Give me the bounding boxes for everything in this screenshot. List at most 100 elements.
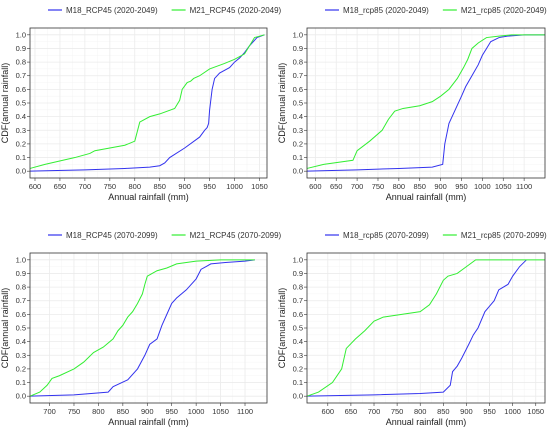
x-tick-label: 800	[92, 407, 105, 416]
y-tick-label: 0.9	[16, 44, 26, 53]
y-tick-label: 0.6	[293, 310, 303, 319]
y-tick-label: 0.2	[16, 139, 26, 148]
x-tick-label: 900	[460, 407, 473, 416]
series-line-m21	[29, 259, 255, 397]
x-tick-label: 800	[414, 407, 427, 416]
x-tick-label: 850	[413, 182, 426, 191]
legend-label: M21_RCP45 (2070-2099)	[190, 231, 282, 240]
y-tick-label: 0.2	[293, 139, 303, 148]
x-tick-label: 1000	[188, 407, 205, 416]
x-tick-label: 900	[141, 407, 154, 416]
major-grid	[30, 253, 267, 403]
legend-item: M18_RCP45 (2070-2099)	[48, 231, 158, 240]
x-tick-label: 800	[393, 182, 406, 191]
chart-panel-2: 600 650 700 750 800 850 900 950 1000 1050 1100 0.0 0…	[277, 6, 547, 202]
y-tick-label: 0.9	[16, 269, 26, 278]
x-tick-label: 1050	[527, 407, 544, 416]
legend: M18_rcp85 (2070-2099) M21_rcp85 (2070-209…	[325, 231, 547, 240]
series-line-m18	[29, 259, 255, 397]
x-tick-label: 750	[104, 182, 117, 191]
legend: M18_RCP45 (2070-2099) M21_RCP45 (2070-209…	[48, 231, 282, 240]
y-tick-label: 0.9	[293, 269, 303, 278]
x-tick-label: 1050	[251, 182, 268, 191]
legend-label: M21_rcp85 (2020-2049)	[461, 6, 547, 15]
y-tick-label: 0.5	[16, 99, 26, 108]
series-line-m21	[306, 259, 545, 397]
series-line-m18	[306, 259, 527, 397]
x-tick-label: 850	[153, 182, 166, 191]
x-tick-label: 1050	[495, 182, 512, 191]
major-grid	[307, 28, 545, 178]
y-axis-title: CDF(annual rainfall)	[0, 63, 10, 144]
x-tick-label: 650	[345, 407, 358, 416]
x-tick-label: 1100	[237, 407, 253, 416]
legend-item: M21_RCP45 (2020-2049)	[171, 6, 282, 15]
legend-item: M21_rcp85 (2020-2049)	[442, 6, 547, 15]
legend: M18_rcp85 (2020-2049) M21_rcp85 (2020-204…	[325, 6, 547, 15]
legend-label: M18_rcp85 (2020-2049)	[343, 6, 429, 15]
y-tick-label: 0.8	[293, 58, 303, 67]
x-tick-label: 900	[178, 182, 191, 191]
legend-item: M18_RCP45 (2020-2049)	[48, 6, 158, 15]
x-tick-label: 750	[391, 407, 404, 416]
x-tick-label: 1050	[212, 407, 229, 416]
chart-panel-1: 600 650 700 750 800 850 900 950 1000 1050 0.0 0.1 0.…	[0, 6, 282, 202]
legend-label: M21_rcp85 (2070-2099)	[461, 231, 547, 240]
y-tick-label: 0.8	[293, 283, 303, 292]
legend-item: M18_rcp85 (2020-2049)	[325, 6, 429, 15]
y-tick-label: 0.1	[293, 153, 303, 162]
y-tick-label: 0.8	[16, 58, 26, 67]
y-tick-label: 0.3	[293, 126, 303, 135]
minor-grid	[30, 28, 267, 178]
legend: M18_RCP45 (2020-2049) M21_RCP45 (2020-204…	[48, 6, 282, 15]
x-tick-label: 600	[322, 407, 335, 416]
chart-panel-4: 600 650 700 750 800 850 900 950 1000 1050 0.0 0.1 0.…	[277, 231, 547, 427]
y-tick-label: 0.1	[293, 378, 303, 387]
x-tick-label: 850	[437, 407, 450, 416]
legend-item: M21_rcp85 (2070-2099)	[442, 231, 547, 240]
x-tick-label: 1000	[226, 182, 243, 191]
x-axis-title: Annual rainfall (mm)	[386, 192, 467, 202]
y-axis-title: CDF(annual rainfall)	[277, 288, 287, 369]
x-tick-label: 1000	[474, 182, 491, 191]
minor-grid	[307, 28, 545, 178]
y-tick-label: 0.2	[16, 364, 26, 373]
y-tick-label: 0.4	[16, 112, 26, 121]
major-grid	[30, 28, 267, 178]
x-tick-label: 600	[309, 182, 322, 191]
y-tick-label: 0.8	[16, 283, 26, 292]
x-tick-label: 700	[351, 182, 364, 191]
legend-item: M21_RCP45 (2070-2099)	[171, 231, 282, 240]
legend-label: M18_rcp85 (2070-2099)	[343, 231, 429, 240]
y-tick-label: 0.7	[16, 71, 26, 80]
x-tick-label: 950	[455, 182, 468, 191]
y-tick-label: 0.0	[16, 167, 26, 176]
x-tick-label: 1000	[504, 407, 521, 416]
x-tick-label: 750	[372, 182, 385, 191]
x-axis-title: Annual rainfall (mm)	[386, 417, 467, 427]
y-tick-label: 0.5	[293, 99, 303, 108]
y-tick-label: 0.3	[16, 351, 26, 360]
y-tick-label: 0.4	[293, 112, 303, 121]
x-tick-label: 700	[368, 407, 381, 416]
y-tick-label: 1.0	[293, 30, 303, 39]
y-tick-label: 0.7	[293, 71, 303, 80]
y-tick-label: 0.0	[16, 392, 26, 401]
x-tick-label: 700	[43, 407, 56, 416]
y-tick-label: 0.7	[16, 296, 26, 305]
x-tick-label: 750	[68, 407, 81, 416]
y-tick-label: 0.4	[293, 337, 303, 346]
y-tick-label: 0.6	[293, 85, 303, 94]
y-tick-label: 0.3	[293, 351, 303, 360]
x-tick-label: 1100	[516, 182, 532, 191]
y-tick-label: 0.5	[293, 324, 303, 333]
y-axis-title: CDF(annual rainfall)	[277, 63, 287, 144]
y-tick-label: 0.4	[16, 337, 26, 346]
y-tick-label: 0.1	[16, 153, 26, 162]
x-tick-label: 700	[79, 182, 92, 191]
x-axis-title: Annual rainfall (mm)	[108, 417, 189, 427]
series-line-m18	[306, 34, 545, 172]
x-tick-label: 650	[330, 182, 343, 191]
legend-label: M18_RCP45 (2070-2099)	[66, 231, 158, 240]
legend-item: M18_rcp85 (2070-2099)	[325, 231, 429, 240]
